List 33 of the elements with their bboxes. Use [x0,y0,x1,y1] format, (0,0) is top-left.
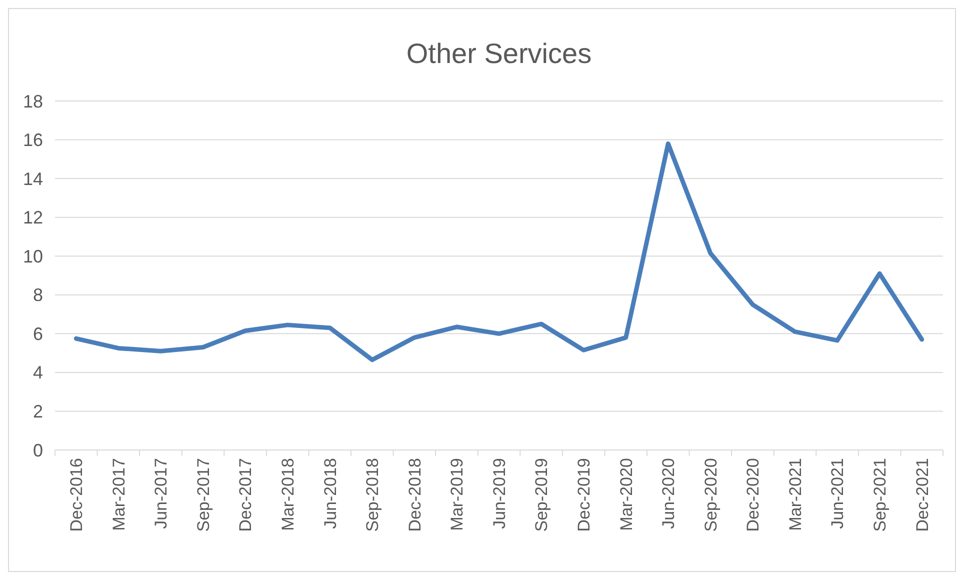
y-tick-label: 0 [32,440,43,460]
x-tick-label: Dec-2021 [912,458,932,532]
x-tick-label: Dec-2020 [744,458,763,532]
x-tick-label: Dec-2016 [67,458,86,532]
x-tick-label: Dec-2019 [574,458,594,532]
x-tick-label: Sep-2018 [363,458,382,532]
x-tick-label: Sep-2021 [870,458,890,532]
x-tick-label: Mar-2019 [448,458,467,531]
chart-title: Other Services [406,38,592,69]
y-tick-label: 4 [32,362,43,383]
y-tick-label: 8 [32,285,43,306]
x-tick-label: Mar-2021 [786,458,805,531]
y-tick-label: 10 [22,246,43,266]
x-tick-label: Jun-2018 [320,458,340,529]
y-tick-label: 16 [22,130,43,150]
x-tick-label: Sep-2017 [194,458,213,532]
x-tick-label: Dec-2018 [405,458,424,532]
x-tick-label: Mar-2018 [278,458,298,531]
y-tick-label: 18 [22,91,43,112]
x-tick-label: Jun-2020 [659,458,678,529]
x-tick-label: Sep-2020 [701,458,720,532]
x-tick-label: Dec-2017 [236,458,256,532]
y-tick-label: 12 [22,208,43,228]
x-tick-label: Sep-2019 [532,458,552,532]
x-tick-label: Jun-2021 [828,458,848,529]
line-series [74,141,924,362]
y-tick-label: 14 [22,168,43,189]
y-tick-label: 2 [32,402,43,422]
y-tick-label: 6 [32,324,43,344]
x-tick-label: Jun-2017 [152,458,171,529]
x-tick-label: Mar-2020 [616,458,636,531]
x-tick-label: Mar-2017 [109,458,128,531]
x-tick-label: Jun-2019 [490,458,509,529]
